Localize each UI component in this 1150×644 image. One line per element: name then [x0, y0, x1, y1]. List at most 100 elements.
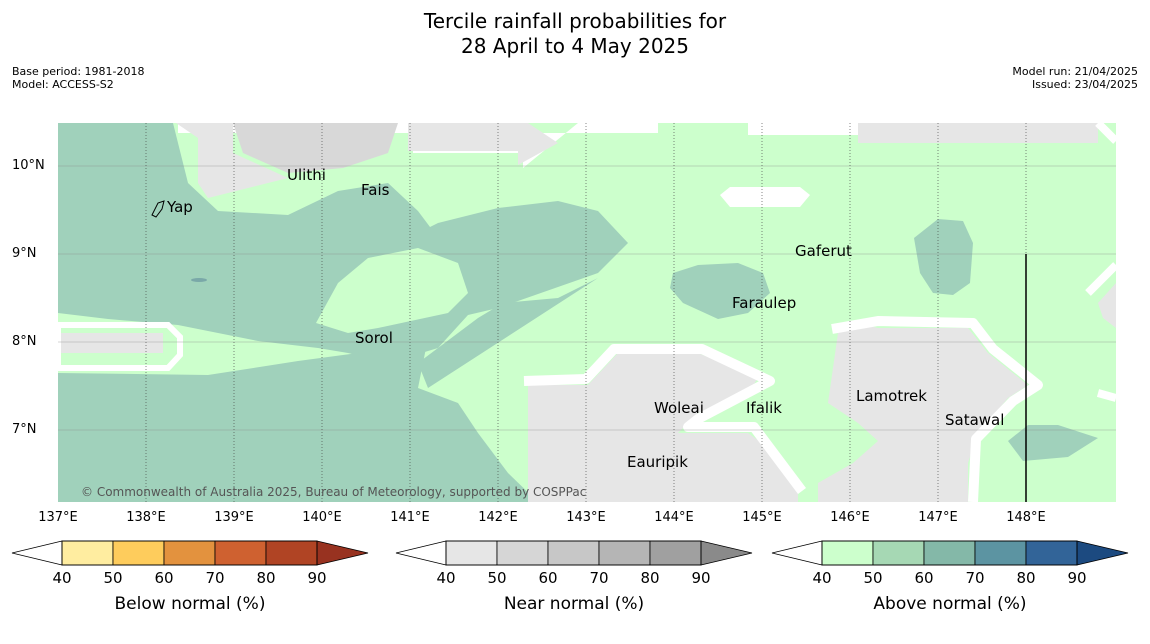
near-normal-top-left [176, 123, 288, 198]
lon-label-147e: 147°E [918, 510, 958, 525]
map-canvas[interactable]: Ulithi Fais Yap Gaferut Faraulep Sorol W… [58, 123, 1116, 502]
colorbar-near-arrow-right [700, 540, 753, 566]
white-patch-north [720, 187, 810, 207]
colorbar-below-arrow-right [316, 540, 369, 566]
colorbar-above-swatch [974, 540, 1027, 566]
colorbar-above-border [821, 540, 1078, 566]
place-yap: Yap [166, 198, 193, 216]
colorbar-above-tick: 70 [965, 569, 984, 587]
white-edge-east-south [831, 316, 1043, 502]
near-normal-east-south [818, 323, 1028, 502]
colorbar-below-tick: 80 [256, 569, 275, 587]
issued-date: Issued: 23/04/2025 [1031, 78, 1138, 91]
above-normal-inner [418, 278, 598, 388]
colorbar-near-name: Near normal (%) [503, 594, 645, 614]
colorbar-below-tick: 70 [205, 569, 224, 587]
colorbar-below-swatch [214, 540, 267, 566]
lat-label-10n: 10°N [12, 158, 45, 173]
colorbar-below-border [61, 540, 318, 566]
lon-label-139e: 139°E [214, 510, 254, 525]
lon-label-138e: 138°E [126, 510, 166, 525]
colorbar-above-tick: 80 [1016, 569, 1035, 587]
place-lamotrek: Lamotrek [856, 387, 927, 405]
lon-label-145e: 145°E [742, 510, 782, 525]
base-period: Base period: 1981-2018 [12, 65, 145, 78]
above-normal-southeast [1008, 425, 1098, 461]
colorbar-near-normal-graphic: 40 50 60 70 80 90 [395, 540, 753, 587]
lon-label-143e: 143°E [566, 510, 606, 525]
colorbar-near-swatch [496, 540, 549, 566]
near-normal-central-south [528, 353, 798, 502]
above-normal-southwest [58, 338, 538, 502]
place-sorol: Sorol [355, 329, 393, 347]
colorbar-above-tick: 90 [1067, 569, 1086, 587]
colorbar-below-swatch [163, 540, 216, 566]
colorbar-below-tick: 50 [103, 569, 122, 587]
above-normal-west [58, 123, 628, 363]
white-edge-west-box [58, 322, 183, 371]
colorbar-below-normal-graphic: 40 50 60 70 80 90 [11, 540, 369, 587]
model-run: Model run: 21/04/2025 [1012, 65, 1138, 78]
place-satawal: Satawal [945, 411, 1004, 429]
lon-label-148e: 148°E [1006, 510, 1046, 525]
place-ifalik: Ifalik [746, 399, 782, 417]
colorbar-below-arrow-left [11, 540, 63, 566]
meta-right: Model run: 21/04/2025 Issued: 23/04/2025 [1012, 65, 1138, 91]
copyright-notice: © Commonwealth of Australia 2025, Bureau… [81, 485, 586, 499]
map-title: Tercile rainfall probabilities for 28 Ap… [0, 9, 1150, 59]
yap-island-outline [151, 200, 165, 218]
colorbar-near-tick: 90 [691, 569, 710, 587]
colorbar-near-tick: 50 [487, 569, 506, 587]
colorbar-near-tick: 40 [436, 569, 455, 587]
colorbar-below-swatch [265, 540, 318, 566]
lon-label-141e: 141°E [390, 510, 430, 525]
place-eauripik: Eauripik [627, 453, 688, 471]
colorbar-above-arrow-right [1076, 540, 1129, 566]
colorbar-below-name: Below normal (%) [114, 594, 266, 614]
colorbar-near-swatch [598, 540, 651, 566]
colorbar-near-tick: 70 [589, 569, 608, 587]
colorbar-below-normal: 40 50 60 70 80 90 Below normal (%) [10, 540, 370, 620]
colorbar-above-arrow-left [771, 540, 823, 566]
place-faraulep: Faraulep [732, 294, 796, 312]
colorbar-near-swatch [547, 540, 600, 566]
colorbar-below-tick: 90 [307, 569, 326, 587]
colorbar-near-swatch [445, 540, 498, 566]
colorbar-near-tick: 60 [538, 569, 557, 587]
colorbar-above-tick: 60 [914, 569, 933, 587]
near-normal-top-right [858, 123, 1098, 143]
lon-label-137e: 137°E [38, 510, 78, 525]
lat-label-8n: 8°N [12, 334, 37, 349]
colorbar-above-normal-graphic: 40 50 60 70 80 90 [771, 540, 1129, 587]
green-light-inner [316, 248, 468, 333]
colorbar-near-border [445, 540, 702, 566]
colorbar-below-swatch [61, 540, 114, 566]
colorbar-near-normal: 40 50 60 70 80 90 Near normal (%) [394, 540, 754, 620]
meta-left: Base period: 1981-2018 Model: ACCESS-S2 [12, 65, 144, 91]
colorbar-above-swatch [872, 540, 925, 566]
near-normal-region-top-grey [183, 123, 558, 165]
above-normal-east-blob [914, 219, 973, 295]
white-edge-central-south [523, 344, 806, 494]
lon-label-142e: 142°E [478, 510, 518, 525]
above-normal-faraulep [670, 263, 770, 319]
colorbar-below-tick: 40 [52, 569, 71, 587]
colorbar-above-tick: 50 [863, 569, 882, 587]
colorbar-below-swatch [112, 540, 165, 566]
small-islet [191, 278, 207, 282]
colorbar-above-swatch [923, 540, 976, 566]
title-line-2: 28 April to 4 May 2025 [461, 34, 689, 58]
lon-label-140e: 140°E [302, 510, 342, 525]
colorbar-near-tick: 80 [640, 569, 659, 587]
lon-label-146e: 146°E [830, 510, 870, 525]
colorbar-above-swatch [1025, 540, 1078, 566]
lon-label-144e: 144°E [654, 510, 694, 525]
near-normal-west-box [58, 333, 163, 353]
title-line-1: Tercile rainfall probabilities for [423, 9, 727, 33]
colorbar-above-tick: 40 [812, 569, 831, 587]
place-gaferut: Gaferut [795, 242, 852, 260]
colorbar-near-swatch [649, 540, 702, 566]
colorbar-below-tick: 60 [154, 569, 173, 587]
place-fais: Fais [361, 181, 390, 199]
near-normal-far-east [1098, 283, 1116, 328]
